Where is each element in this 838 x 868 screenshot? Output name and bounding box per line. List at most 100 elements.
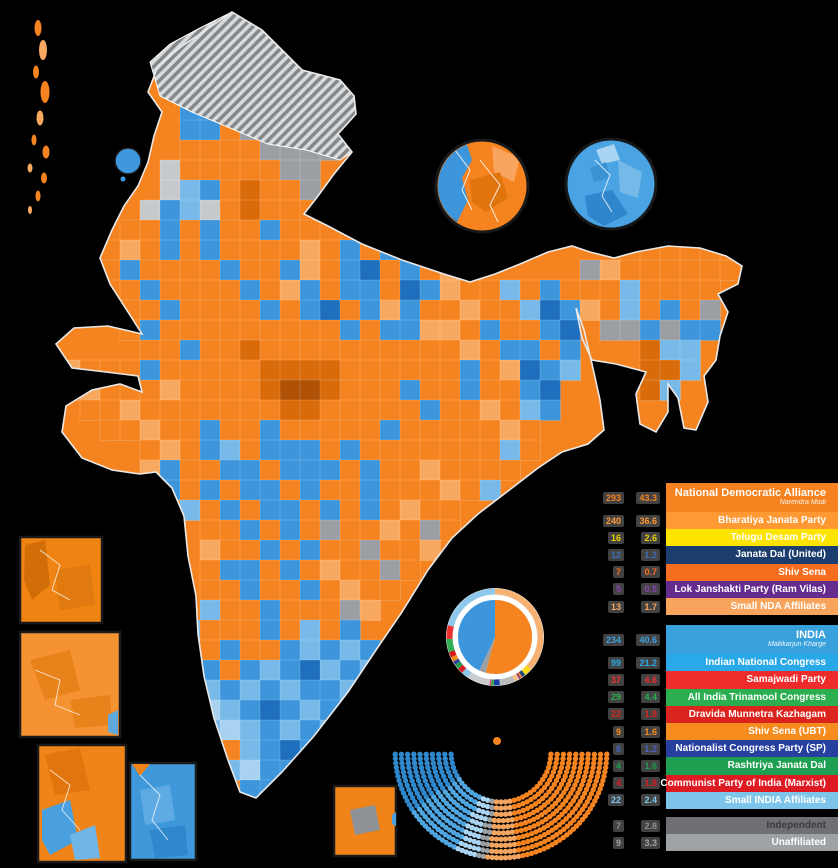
constituency-cell[interactable] [359, 99, 381, 121]
delhi-inset[interactable] [434, 138, 530, 234]
constituency-cell[interactable] [159, 339, 181, 361]
constituency-cell[interactable] [439, 459, 461, 481]
constituency-cell[interactable] [179, 499, 201, 521]
constituency-cell[interactable] [159, 219, 181, 241]
constituency-cell[interactable] [439, 299, 461, 321]
constituency-cell[interactable] [319, 379, 341, 401]
constituency-cell[interactable] [459, 279, 481, 301]
constituency-cell[interactable] [479, 399, 501, 421]
constituency-cell[interactable] [279, 719, 301, 741]
constituency-cell[interactable] [199, 159, 221, 181]
constituency-cell[interactable] [299, 759, 321, 781]
constituency-cell[interactable] [499, 419, 521, 441]
constituency-cell[interactable] [719, 239, 741, 261]
constituency-cell[interactable] [359, 319, 381, 341]
constituency-cell[interactable] [219, 199, 241, 221]
constituency-cell[interactable] [499, 379, 521, 401]
constituency-cell[interactable] [119, 279, 141, 301]
constituency-cell[interactable] [439, 379, 461, 401]
constituency-cell[interactable] [219, 179, 241, 201]
constituency-cell[interactable] [419, 419, 441, 441]
constituency-cell[interactable] [299, 739, 321, 761]
constituency-cell[interactable] [379, 499, 401, 521]
constituency-cell[interactable] [239, 419, 261, 441]
constituency-cell[interactable] [639, 339, 661, 361]
constituency-cell[interactable] [359, 439, 381, 461]
constituency-cell[interactable] [219, 479, 241, 501]
constituency-cell[interactable] [459, 479, 481, 501]
constituency-cell[interactable] [279, 619, 301, 641]
constituency-cell[interactable] [199, 359, 221, 381]
constituency-cell[interactable] [239, 479, 261, 501]
constituency-cell[interactable] [139, 399, 161, 421]
constituency-cell[interactable] [379, 519, 401, 541]
constituency-cell[interactable] [139, 459, 161, 481]
constituency-cell[interactable] [479, 359, 501, 381]
constituency-cell[interactable] [239, 539, 261, 561]
constituency-cell[interactable] [299, 519, 321, 541]
constituency-cell[interactable] [299, 699, 321, 721]
constituency-cell[interactable] [339, 379, 361, 401]
constituency-cell[interactable] [199, 559, 221, 581]
constituency-cell[interactable] [679, 279, 701, 301]
constituency-cell[interactable] [379, 419, 401, 441]
constituency-cell[interactable] [539, 299, 561, 321]
constituency-cell[interactable] [539, 359, 561, 381]
constituency-cell[interactable] [299, 339, 321, 361]
constituency-cell[interactable] [699, 319, 721, 341]
constituency-cell[interactable] [59, 379, 81, 401]
constituency-cell[interactable] [239, 659, 261, 681]
constituency-cell[interactable] [359, 679, 381, 701]
constituency-cell[interactable] [479, 299, 501, 321]
constituency-cell[interactable] [119, 239, 141, 261]
constituency-cell[interactable] [499, 439, 521, 461]
constituency-cell[interactable] [219, 159, 241, 181]
constituency-cell[interactable] [619, 239, 641, 261]
constituency-cell[interactable] [299, 459, 321, 481]
constituency-cell[interactable] [299, 679, 321, 701]
constituency-cell[interactable] [139, 359, 161, 381]
constituency-cell[interactable] [599, 259, 621, 281]
constituency-cell[interactable] [599, 279, 621, 301]
constituency-cell[interactable] [259, 479, 281, 501]
constituency-cell[interactable] [159, 399, 181, 421]
constituency-cell[interactable] [239, 639, 261, 661]
constituency-cell[interactable] [319, 699, 341, 721]
constituency-cell[interactable] [419, 479, 441, 501]
constituency-cell[interactable] [359, 539, 381, 561]
constituency-cell[interactable] [99, 379, 121, 401]
constituency-cell[interactable] [259, 639, 281, 661]
constituency-cell[interactable] [239, 559, 261, 581]
constituency-cell[interactable] [219, 699, 241, 721]
constituency-cell[interactable] [659, 259, 681, 281]
constituency-cell[interactable] [259, 279, 281, 301]
constituency-cell[interactable] [239, 439, 261, 461]
city-inset-4[interactable] [128, 761, 198, 862]
constituency-cell[interactable] [399, 299, 421, 321]
constituency-cell[interactable] [299, 279, 321, 301]
constituency-cell[interactable] [199, 579, 221, 601]
constituency-cell[interactable] [419, 459, 441, 481]
constituency-cell[interactable] [339, 339, 361, 361]
constituency-cell[interactable] [239, 679, 261, 701]
constituency-cell[interactable] [279, 219, 301, 241]
constituency-cell[interactable] [519, 319, 541, 341]
constituency-cell[interactable] [179, 399, 201, 421]
constituency-cell[interactable] [199, 399, 221, 421]
constituency-cell[interactable] [479, 319, 501, 341]
constituency-cell[interactable] [239, 299, 261, 321]
constituency-cell[interactable] [279, 359, 301, 381]
constituency-cell[interactable] [179, 419, 201, 441]
constituency-cell[interactable] [299, 479, 321, 501]
constituency-cell[interactable] [319, 619, 341, 641]
constituency-cell[interactable] [239, 399, 261, 421]
constituency-cell[interactable] [279, 239, 301, 261]
constituency-cell[interactable] [139, 419, 161, 441]
constituency-cell[interactable] [539, 339, 561, 361]
constituency-cell[interactable] [139, 299, 161, 321]
constituency-cell[interactable] [379, 459, 401, 481]
constituency-cell[interactable] [219, 219, 241, 241]
constituency-cell[interactable] [179, 439, 201, 461]
constituency-cell[interactable] [619, 319, 641, 341]
constituency-cell[interactable] [99, 359, 121, 381]
